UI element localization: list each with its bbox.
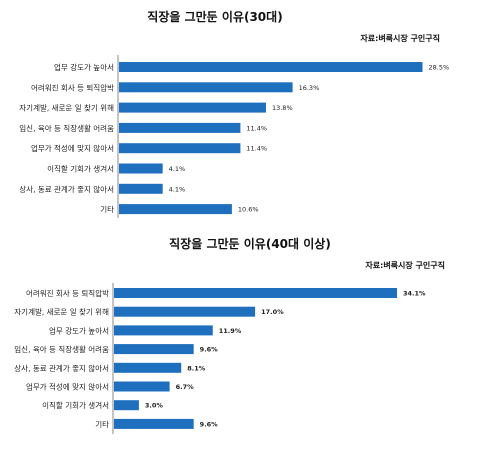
data-label: 8.1% [187, 364, 206, 372]
bar [114, 288, 398, 298]
data-label: 9.6% [200, 346, 219, 354]
category-label: 업무가 적성에 맞지 않아서 [26, 382, 109, 392]
bar [119, 82, 293, 93]
data-label: 4.1% [169, 185, 186, 193]
bar [119, 102, 266, 113]
bar [114, 381, 170, 392]
bar [119, 143, 241, 154]
data-label: 13.8% [272, 104, 293, 112]
bar [114, 400, 139, 411]
data-label: 10.6% [238, 206, 259, 214]
data-label: 16.3% [299, 84, 320, 92]
category-label: 어려워진 회사 등 퇴직압박 [31, 82, 114, 92]
category-label: 이직할 기회가 생겨서 [47, 164, 114, 174]
category-label: 어려워진 회사 등 퇴직압박 [26, 288, 109, 298]
category-label: 업무 강도가 높아서 [49, 325, 109, 335]
data-label: 6.7% [176, 383, 195, 391]
data-label: 3.0% [145, 402, 164, 410]
bar [114, 362, 182, 373]
bar [119, 122, 241, 133]
bar [114, 306, 256, 317]
category-label: 상사, 동료 관계가 좋지 않아서 [19, 184, 114, 194]
category-label: 기타 [95, 420, 109, 429]
bar [119, 183, 163, 194]
chart-30s: 직장을 그만둔 이유(30대) 자료:벼룩시장 구인구직 업무 강도가 높아서 2… [19, 9, 449, 218]
category-label: 자기계발, 새로운 일 찾기 위해 [14, 307, 109, 317]
category-label: 상사, 동료 관계가 좋지 않아서 [14, 363, 109, 373]
chart-40s-plus: 직장을 그만둔 이유(40대 이상) 자료:벼룩시장 구인구직 어려워진 회사 … [14, 236, 445, 434]
chart-source: 자료:벼룩시장 구인구직 [360, 33, 440, 43]
data-label: 4.1% [169, 165, 186, 173]
category-label: 자기계발, 새로운 일 찾기 위해 [19, 103, 114, 113]
data-label: 11.9% [219, 327, 242, 335]
category-label: 업무 강도가 높아서 [54, 62, 114, 72]
data-label: 28.5% [429, 64, 450, 72]
bar [114, 325, 213, 336]
category-label: 기타 [100, 205, 114, 214]
data-label: 9.6% [200, 420, 219, 428]
data-label: 11.4% [246, 145, 267, 153]
category-label: 이직할 기회가 생겨서 [42, 400, 109, 410]
bar [114, 344, 194, 355]
chart-source: 자료:벼룩시장 구인구직 [365, 260, 445, 270]
bar [114, 418, 194, 429]
category-label: 업무가 적성에 맞지 않아서 [31, 143, 114, 153]
bar [119, 204, 232, 215]
chart-title: 직장을 그만둔 이유(30대) [147, 9, 282, 24]
bar [119, 62, 423, 72]
data-label: 34.1% [403, 290, 426, 298]
data-label: 17.0% [261, 308, 284, 316]
bar [119, 163, 163, 174]
chart-title: 직장을 그만둔 이유(40대 이상) [169, 236, 331, 251]
data-label: 11.4% [246, 124, 267, 132]
category-label: 임신, 육아 등 직장생활 어려움 [19, 123, 114, 133]
category-label: 임신, 육아 등 직장생활 어려움 [14, 344, 109, 354]
